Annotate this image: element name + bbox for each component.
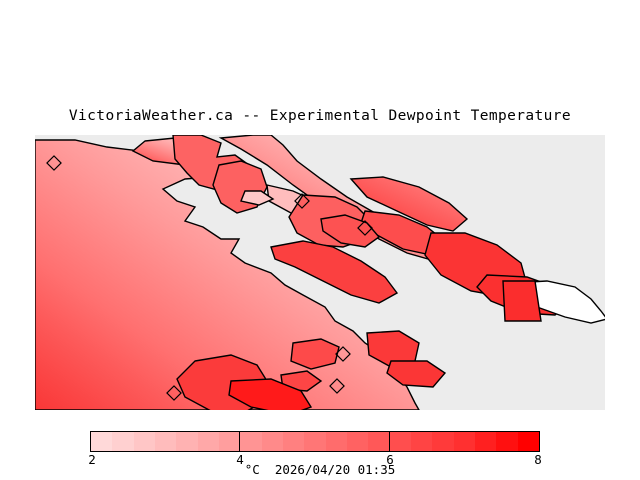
colorbar-band-16 (432, 432, 454, 451)
colorbar-band-4 (176, 432, 198, 451)
colorbar-band-6 (218, 432, 241, 451)
colorbar-tick-label-2: 2 (88, 452, 96, 467)
landmass-mainland-tail (502, 280, 605, 324)
colorbar-caption: °C 2026/04/20 01:35 (244, 462, 396, 477)
colorbar-band-2 (133, 432, 155, 451)
colorbar-band-9 (282, 432, 305, 451)
colorbar-band-7 (240, 432, 262, 451)
colorbar-band-20 (517, 432, 539, 451)
station-marker[interactable] (166, 385, 182, 401)
colorbar-band-19 (496, 432, 518, 451)
station-marker[interactable] (335, 346, 351, 362)
station-marker[interactable] (294, 193, 310, 209)
colorbar-tick-mark (239, 431, 240, 452)
colorbar-band-10 (304, 432, 326, 451)
colorbar-band-13 (368, 432, 390, 451)
colorbar-band-3 (154, 432, 177, 451)
colorbar-band-14 (389, 432, 411, 451)
colorbar-band-12 (346, 432, 369, 451)
colorbar-band-11 (325, 432, 347, 451)
colorbar-band-8 (261, 432, 283, 451)
figure-title: VictoriaWeather.ca -- Experimental Dewpo… (68, 108, 572, 124)
map-plot-area[interactable] (35, 135, 605, 410)
station-marker[interactable] (357, 220, 373, 236)
colorbar-band-0 (91, 432, 113, 451)
colorbar-band-5 (197, 432, 219, 451)
colorbar-tick-mark (389, 431, 390, 452)
colorbar-band-18 (474, 432, 497, 451)
station-markers[interactable] (46, 155, 373, 401)
colorbar-tick-label-8: 8 (534, 452, 542, 467)
station-marker[interactable] (46, 155, 62, 171)
colorbar-gradient (90, 431, 540, 452)
map-canvas (35, 135, 605, 410)
colorbar-tick-label-6: 6 (386, 452, 394, 467)
station-marker[interactable] (329, 378, 345, 394)
colorbar (90, 431, 540, 452)
colorbar-band-17 (453, 432, 475, 451)
landmass-southern-islets (176, 330, 447, 410)
colorbar-band-1 (112, 432, 134, 451)
colorbar-band-15 (410, 432, 433, 451)
colorbar-tick-label-4: 4 (236, 452, 244, 467)
